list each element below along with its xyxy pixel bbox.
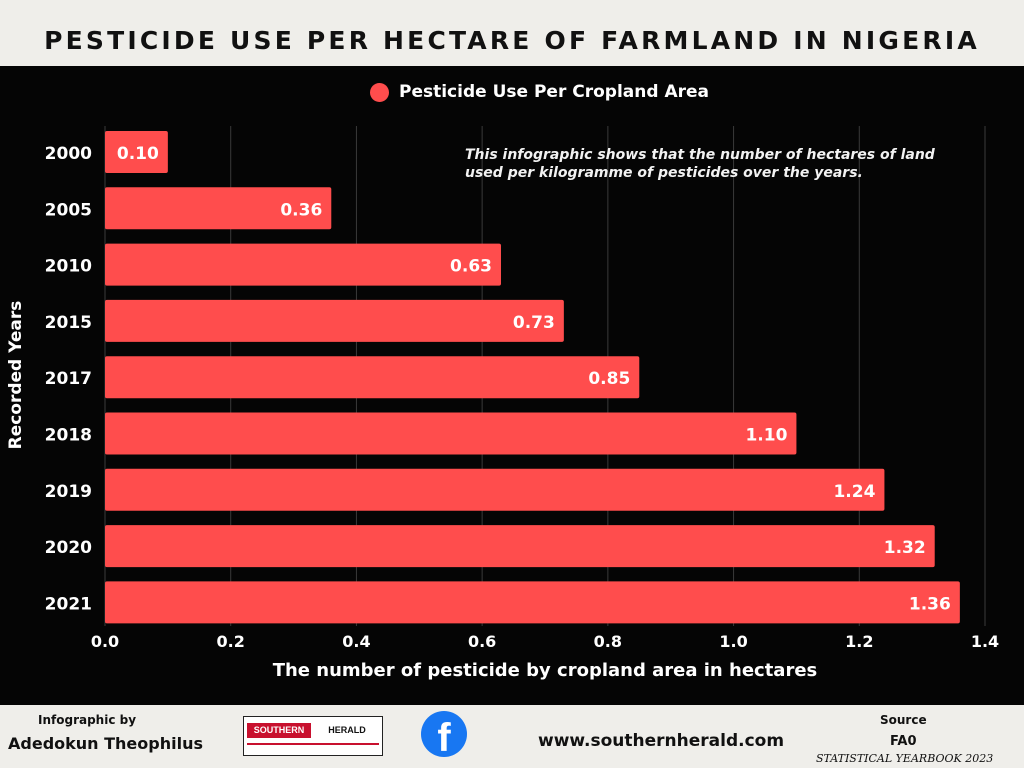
bar-chart: [104, 126, 986, 626]
source-name: FA0: [890, 734, 917, 749]
bar: [105, 131, 168, 173]
chart-annotation: This infographic shows that the number o…: [465, 147, 935, 181]
footer: [0, 705, 1024, 768]
bar: [105, 243, 501, 286]
legend: Pesticide Use Per Cropland Area: [370, 80, 709, 104]
bar: [105, 468, 885, 511]
page-title: PESTICIDE USE PER HECTARE OF FARMLAND IN…: [44, 26, 980, 55]
chart-area: [0, 66, 1024, 705]
bar: [105, 356, 640, 399]
bar: [105, 187, 332, 230]
title-bar: [0, 0, 1024, 66]
legend-label: Pesticide Use Per Cropland Area: [399, 82, 709, 102]
logo-divider: [247, 743, 379, 745]
bars: [105, 131, 960, 624]
southern-herald-logo: SOUTHERN HERALD: [243, 716, 383, 756]
website-link[interactable]: www.southernherald.com: [538, 731, 785, 751]
logo-text-herald: HERALD: [328, 725, 366, 735]
source-detail: STATISTICAL YEARBOOK 2023: [816, 752, 994, 765]
credit-caption: Infographic by: [38, 713, 137, 727]
bar: [105, 581, 960, 624]
bar: [105, 299, 564, 342]
bar: [105, 412, 797, 455]
y-axis-label: Recorded Years: [6, 300, 26, 450]
legend-swatch: [370, 82, 389, 102]
credit-name: Adedokun Theophilus: [8, 734, 203, 753]
facebook-icon[interactable]: f: [421, 711, 467, 757]
x-axis-label: The number of pesticide by cropland area…: [272, 660, 818, 681]
logo-text-southern: SOUTHERN: [247, 723, 311, 738]
bar: [105, 525, 935, 568]
source-caption: Source: [880, 713, 927, 727]
